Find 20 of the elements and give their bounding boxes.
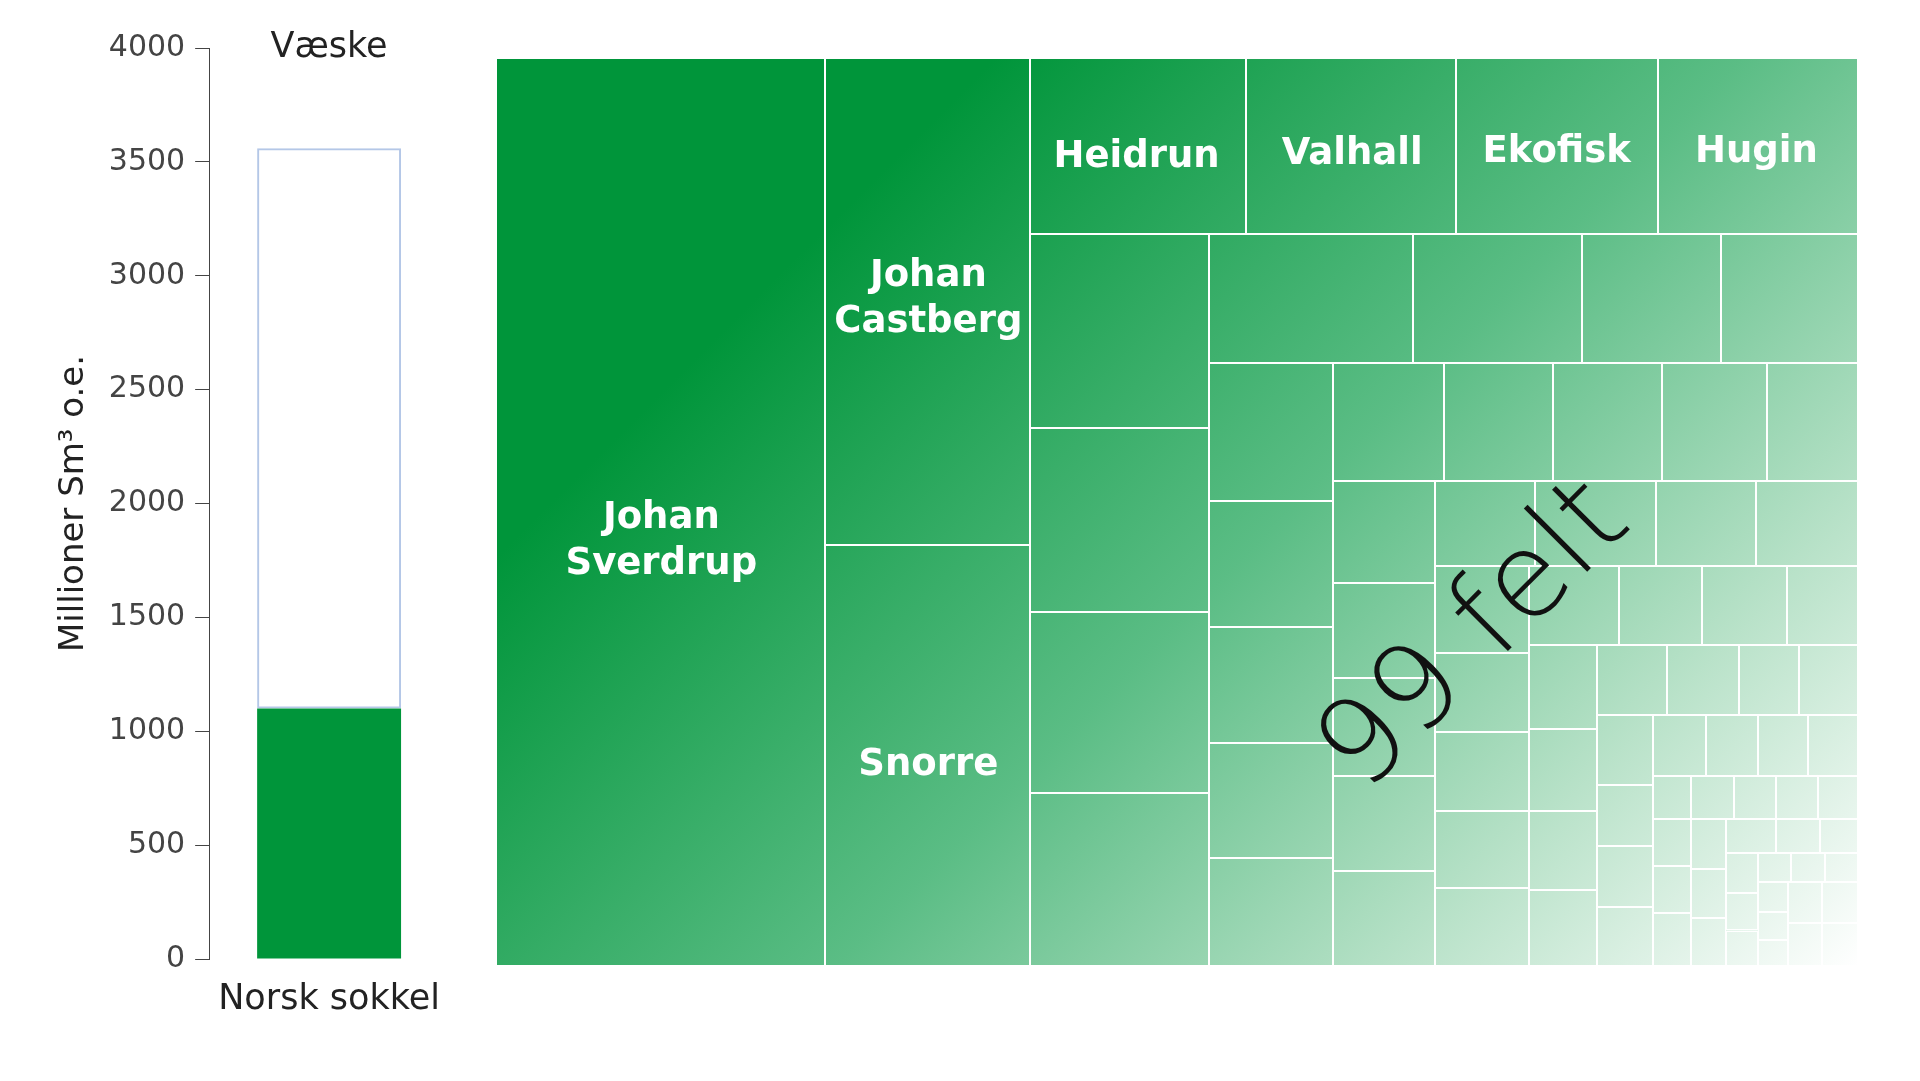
text: Snorre — [858, 739, 999, 786]
y-tick-label: 1000 — [108, 711, 186, 747]
text: Johan Castberg — [834, 250, 1023, 343]
chart-title: Væske — [270, 25, 388, 66]
y-tick-label: 3000 — [108, 255, 186, 291]
text: Ekofisk — [1482, 126, 1631, 173]
y-tick-label: 4000 — [108, 27, 186, 63]
y-tick-label: 0 — [166, 938, 186, 974]
y-axis-title: Millioner Sm³ o.e. — [51, 354, 92, 653]
text: Valhall — [1281, 129, 1423, 176]
text: Hugin — [1694, 126, 1818, 173]
text: Heidrun — [1053, 131, 1220, 178]
text: Johan Sverdrup — [565, 492, 758, 585]
y-tick-label: 500 — [127, 824, 186, 860]
text: 99 felt — [1286, 447, 1654, 815]
x-tick-label: Norsk sokkel — [218, 977, 440, 1018]
y-tick-label: 1500 — [108, 597, 186, 633]
y-tick-label: 3500 — [108, 141, 186, 177]
y-tick-label: 2000 — [108, 483, 186, 519]
y-tick-label: 2500 — [108, 369, 186, 405]
